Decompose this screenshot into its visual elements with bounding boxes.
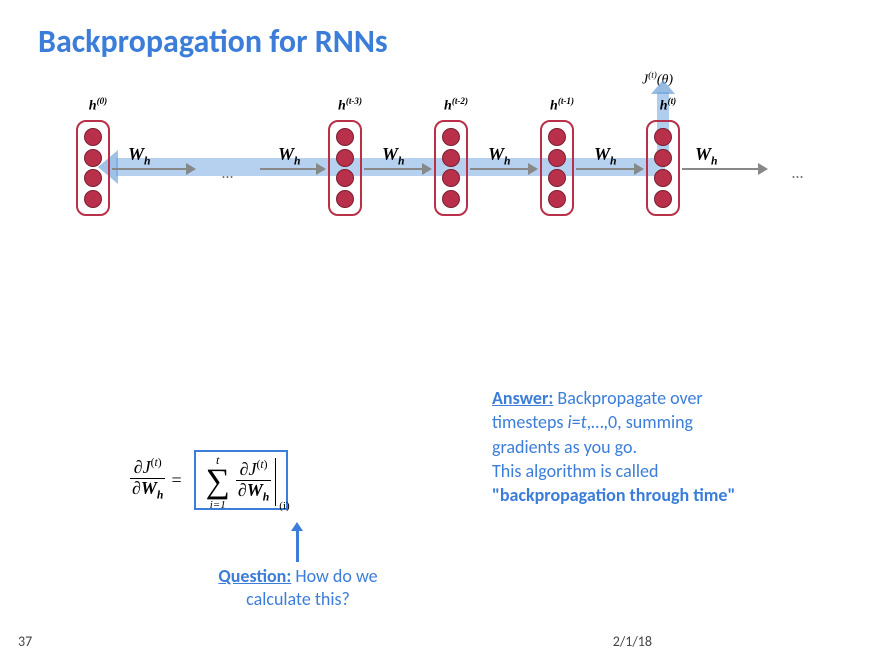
neuron-circle [654,169,672,187]
weight-label: Wh [128,144,151,168]
sum-box: ∑ t i=1 ∂J(t) ∂Wh (i) [194,450,289,510]
question-pointer-head [291,522,303,531]
lhs-denominator: ∂Wh [130,478,165,502]
neuron-circle [442,128,460,146]
ellipsis: … [792,164,803,183]
weight-label: Wh [278,144,301,168]
neuron-circle [442,169,460,187]
question-text: Question: How do we calculate this? [198,565,398,612]
neuron-circle [84,128,102,146]
neuron-circle [84,149,102,167]
slide-date: 2/1/18 [613,633,652,650]
sum-upper: t [216,455,219,466]
neuron-circle [548,190,566,208]
forward-arrow [576,168,636,170]
node-label: h(t-1) [532,96,592,115]
rnn-diagram: J(t)(θ) h(0)h(t-3)h(t-2)h(t-1)h(t) WhWhW… [40,120,840,320]
hidden-state-node: h(0) [76,120,110,216]
eval-bar: (i) [275,458,276,506]
weight-label: Wh [695,144,718,168]
hidden-state-node: h(t-2) [434,120,468,216]
forward-arrow [364,168,424,170]
neuron-circle [442,149,460,167]
ellipsis: … [222,164,233,183]
node-label: h(0) [68,96,128,115]
neuron-circle [336,149,354,167]
rhs-fraction: ∂J(t) ∂Wh [236,459,271,504]
forward-arrow [260,168,318,170]
hidden-state-node: h(t-1) [540,120,574,216]
neuron-circle [442,190,460,208]
slide-title: Backpropagation for RNNs [38,22,388,61]
answer-label: Answer: [492,387,553,409]
forward-arrow [112,168,188,170]
forward-arrow-head [422,163,432,175]
forward-arrow [682,168,760,170]
weight-label: Wh [488,144,511,168]
gradient-equation: ∂J(t) ∂Wh = ∑ t i=1 ∂J(t) ∂Wh (i) [130,435,400,525]
neuron-circle [548,128,566,146]
loss-up-arrow-head [651,80,675,94]
node-label: h(t-3) [320,96,380,115]
equals-sign: = [171,470,181,491]
rhs-denominator: ∂Wh [236,480,271,504]
eval-subscript: (i) [279,500,289,512]
forward-arrow-head [634,163,644,175]
neuron-circle [654,149,672,167]
neuron-circle [654,128,672,146]
slide-number: 37 [18,633,32,650]
neuron-circle [336,169,354,187]
neuron-circle [548,149,566,167]
neuron-circle [548,169,566,187]
hidden-state-node: h(t) [646,120,680,216]
forward-arrow-head [316,163,326,175]
weight-label: Wh [382,144,405,168]
neuron-circle [84,169,102,187]
node-label: h(t) [638,96,698,115]
forward-arrow-head [758,163,768,175]
neuron-circle [336,128,354,146]
neuron-circle [654,190,672,208]
weight-label: Wh [594,144,617,168]
rhs-numerator: ∂J(t) [238,459,270,480]
neuron-circle [84,190,102,208]
lhs-numerator: ∂J(t) [132,457,164,478]
question-label: Question: [218,565,291,587]
hidden-state-node: h(t-3) [328,120,362,216]
neuron-circle [336,190,354,208]
forward-arrow [470,168,530,170]
answer-text: Answer: Backpropagate overtimesteps i=t,… [492,386,842,507]
sum-lower: i=1 [210,501,226,511]
forward-arrow-head [528,163,538,175]
question-pointer-body [296,530,299,562]
forward-arrow-head [186,163,196,175]
node-label: h(t-2) [426,96,486,115]
lhs-fraction: ∂J(t) ∂Wh [130,457,165,502]
summation-symbol: ∑ t i=1 [206,467,230,498]
